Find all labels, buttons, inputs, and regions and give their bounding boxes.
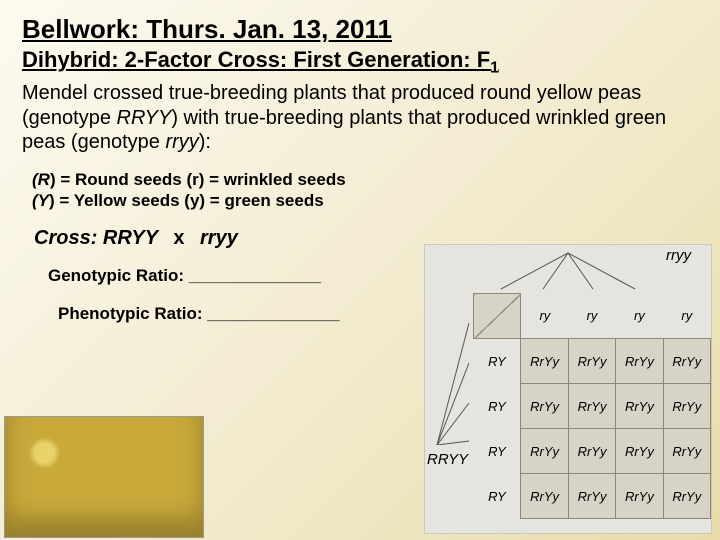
cell: RrYy: [521, 429, 568, 474]
cell: RrYy: [521, 384, 568, 429]
cell: RrYy: [663, 339, 710, 384]
table-row: RY RrYy RrYy RrYy RrYy: [474, 384, 711, 429]
row-head: RY: [474, 474, 521, 519]
row-head: RY: [474, 384, 521, 429]
legend-R-sym: (R: [32, 170, 50, 189]
cell: RrYy: [616, 429, 663, 474]
cell: RrYy: [568, 429, 615, 474]
subtitle-sub: 1: [490, 59, 499, 76]
row-head: RY: [474, 429, 521, 474]
legend-R-txt: ) = Round seeds: [50, 170, 187, 189]
punnett-grid-wrap: ry ry ry ry RY RrYy RrYy RrYy RrYy RY Rr…: [473, 293, 711, 519]
cross-right: rryy: [200, 227, 238, 249]
para-seg3: ):: [199, 131, 211, 153]
subtitle-text: Dihybrid: 2-Factor Cross: First Generati…: [22, 47, 490, 72]
col-head-row: ry ry ry ry: [474, 294, 711, 339]
cell: RrYy: [663, 384, 710, 429]
table-row: RY RrYy RrYy RrYy RrYy: [474, 339, 711, 384]
para-geno2: rryy: [165, 131, 198, 153]
legend-row-1: (R) = Round seeds (r) = wrinkled seeds: [32, 169, 698, 190]
cell: RrYy: [616, 384, 663, 429]
cell: RrYy: [568, 384, 615, 429]
col-head: ry: [568, 294, 615, 339]
row-head: RY: [474, 339, 521, 384]
left-parent-label: RRYY: [427, 451, 468, 468]
col-head: ry: [616, 294, 663, 339]
peas-photo: [4, 416, 204, 538]
allele-legend: (R) = Round seeds (r) = wrinkled seeds (…: [32, 169, 698, 212]
corner-cell: [474, 294, 521, 339]
cell: RrYy: [568, 339, 615, 384]
punnett-grid: ry ry ry ry RY RrYy RrYy RrYy RrYy RY Rr…: [473, 293, 711, 519]
para-geno1: RRYY: [117, 107, 172, 129]
cell: RrYy: [616, 474, 663, 519]
cell: RrYy: [568, 474, 615, 519]
legend-Y-sym: (Y: [32, 191, 49, 210]
left-branch-icon: [433, 315, 471, 445]
cell: RrYy: [521, 339, 568, 384]
cross-left: Cross: RRYY: [34, 227, 158, 249]
page-title: Bellwork: Thurs. Jan. 13, 2011: [22, 14, 698, 45]
cell: RrYy: [616, 339, 663, 384]
top-branch-icon: [493, 249, 643, 291]
col-head: ry: [663, 294, 710, 339]
legend-row-2: (Y) = Yellow seeds (y) = green seeds: [32, 190, 698, 211]
subtitle: Dihybrid: 2-Factor Cross: First Generati…: [22, 47, 698, 77]
cell: RrYy: [663, 474, 710, 519]
cross-x: x: [163, 227, 194, 249]
top-parent-label: rryy: [666, 247, 691, 264]
legend-y-txt: (y) = green seeds: [184, 191, 323, 210]
cell: RrYy: [663, 429, 710, 474]
legend-r-txt: (r) = wrinkled seeds: [186, 170, 345, 189]
legend-Y-txt: ) = Yellow seeds: [49, 191, 184, 210]
table-row: RY RrYy RrYy RrYy RrYy: [474, 474, 711, 519]
table-row: RY RrYy RrYy RrYy RrYy: [474, 429, 711, 474]
col-head: ry: [521, 294, 568, 339]
cell: RrYy: [521, 474, 568, 519]
punnett-panel: rryy RRYY ry ry ry ry RY RrYy RrYy RrYy: [424, 244, 712, 534]
body-paragraph: Mendel crossed true-breeding plants that…: [22, 81, 698, 154]
